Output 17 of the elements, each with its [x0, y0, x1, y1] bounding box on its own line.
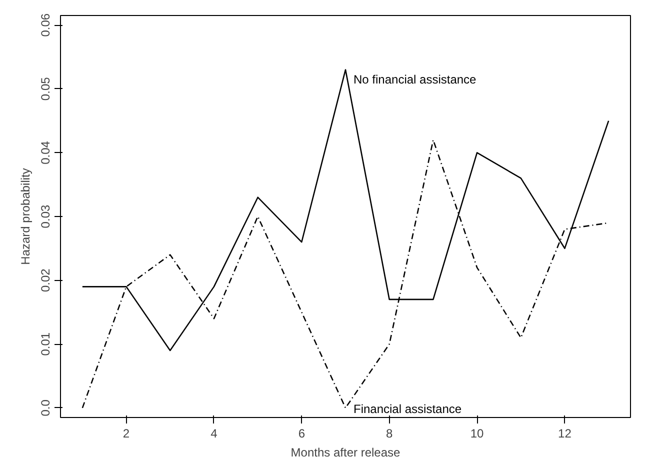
- y-axis-title: Hazard probability: [18, 168, 32, 265]
- y-tick-label: 0.0: [38, 399, 52, 416]
- y-tick-label: 0.04: [38, 140, 52, 164]
- y-tick-label: 0.03: [38, 204, 52, 228]
- series-label: Financial assistance: [354, 402, 462, 416]
- x-tick-label: 6: [298, 426, 306, 440]
- x-tick-label: 2: [122, 426, 130, 440]
- y-tick-label: 0.05: [38, 76, 52, 101]
- x-tick-label: 4: [210, 426, 218, 440]
- x-tick-label: 12: [558, 426, 572, 440]
- x-axis-title: Months after release: [290, 446, 401, 460]
- x-tick-label: 10: [470, 426, 484, 440]
- y-tick-label: 0.01: [38, 332, 52, 356]
- y-tick-label: 0.06: [38, 13, 52, 37]
- y-tick-label: 0.02: [38, 268, 52, 292]
- x-tick-label: 8: [386, 426, 394, 440]
- series-label: No financial assistance: [354, 72, 477, 87]
